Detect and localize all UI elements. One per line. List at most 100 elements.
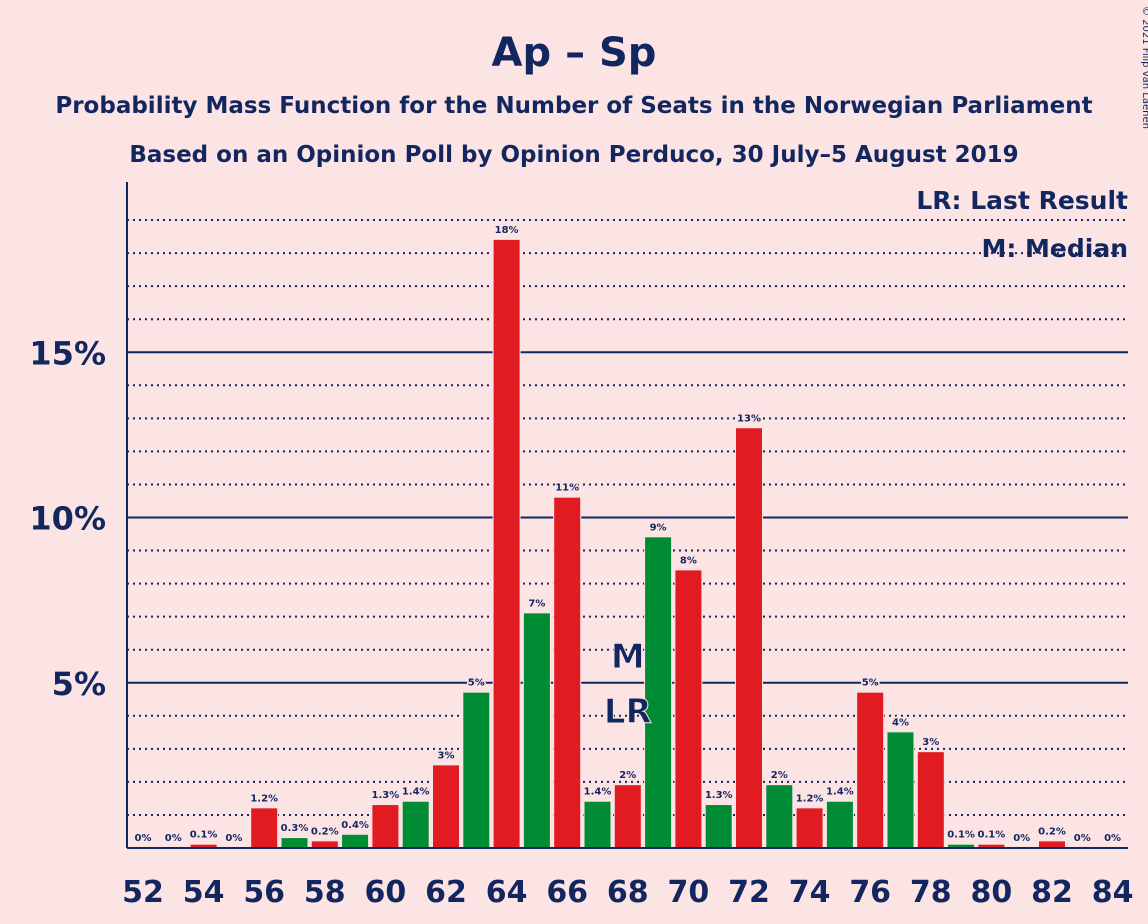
bar — [190, 844, 217, 848]
value-label: 13% — [737, 413, 761, 424]
value-label-halo: 2% — [619, 770, 636, 781]
legend-last-result: LR: Last Result — [916, 186, 1128, 215]
value-label-halo: 0% — [135, 833, 152, 844]
value-label: 1.3% — [372, 790, 400, 801]
value-label-halo: 4% — [892, 717, 909, 728]
value-label: 0.4% — [341, 820, 369, 831]
value-label-halo: 1.4% — [826, 787, 854, 798]
median-marker: M — [611, 637, 645, 677]
value-label-halo: 11% — [555, 483, 579, 494]
value-label-halo: 7% — [528, 598, 545, 609]
x-tick-label: 84 — [1092, 875, 1134, 910]
bar — [978, 844, 1005, 848]
bar — [584, 801, 611, 848]
value-label: 5% — [468, 678, 485, 689]
value-label: 18% — [495, 225, 519, 236]
x-tick-label: 62 — [425, 875, 467, 910]
bar — [857, 692, 884, 848]
value-label: 0% — [1013, 833, 1030, 844]
value-label-halo: 0% — [1104, 833, 1121, 844]
value-label: 1.4% — [826, 787, 854, 798]
bar — [675, 570, 702, 848]
x-tick-label: 64 — [486, 875, 528, 910]
value-label-halo: 13% — [737, 413, 761, 424]
value-label-halo: 18% — [495, 225, 519, 236]
y-tick-label: 15% — [29, 334, 106, 372]
x-tick-label: 66 — [546, 875, 588, 910]
value-label-halo: 1.3% — [705, 790, 733, 801]
bar — [887, 732, 914, 848]
value-label-halo: 0.4% — [341, 820, 369, 831]
copyright: © 2021 Filip van Laenen — [1140, 6, 1148, 129]
value-label-halo: 0.2% — [311, 826, 339, 837]
bar — [1039, 841, 1065, 848]
chart-subtitle-1: Probability Mass Function for the Number… — [55, 93, 1092, 119]
x-axis-ticks: 52 54 56 58 60 62 64 66 68 70 72 74 76 78 80 82 84 — [122, 875, 1133, 910]
value-label: 0% — [165, 833, 182, 844]
value-label-halo: 2% — [771, 770, 788, 781]
value-label: 3% — [922, 737, 939, 748]
value-label-halo: 1.2% — [250, 793, 278, 804]
y-tick-label: 10% — [29, 500, 106, 538]
last-result-marker: LR — [604, 692, 652, 732]
x-tick-label: 68 — [607, 875, 649, 910]
bar — [645, 537, 672, 848]
x-tick-label: 56 — [243, 875, 285, 910]
x-tick-label: 54 — [183, 875, 225, 910]
value-label-halo: 1.4% — [402, 787, 430, 798]
value-label: 0.2% — [311, 826, 339, 837]
value-label-halo: 1.3% — [372, 790, 400, 801]
value-label-halo: 8% — [680, 555, 697, 566]
value-label: 0% — [1104, 833, 1121, 844]
bar — [554, 497, 581, 848]
y-axis-ticks: 5% 10% 15% — [29, 334, 106, 703]
value-label: 11% — [555, 483, 579, 494]
value-label: 0.3% — [281, 823, 309, 834]
x-tick-label: 60 — [365, 875, 407, 910]
x-tick-label: 80 — [971, 875, 1013, 910]
bar — [493, 239, 520, 848]
value-label: 1.2% — [250, 793, 278, 804]
value-label-halo: 0.3% — [281, 823, 309, 834]
value-label-halo: 0.1% — [978, 830, 1006, 841]
value-label-halo: 1.4% — [584, 787, 612, 798]
value-label-halo: 1.2% — [796, 793, 824, 804]
bar — [523, 613, 550, 848]
legend-median: M: Median — [981, 234, 1128, 263]
value-label: 1.4% — [584, 787, 612, 798]
bar — [402, 801, 429, 848]
value-label: 1.4% — [402, 787, 430, 798]
x-tick-label: 70 — [668, 875, 710, 910]
x-tick-label: 72 — [728, 875, 770, 910]
value-label: 2% — [619, 770, 636, 781]
bar — [917, 752, 944, 848]
x-tick-label: 52 — [122, 875, 164, 910]
value-label: 0.2% — [1038, 826, 1066, 837]
value-labels: 0%0% 0%0% 0.1%0.1% 0%0%1.2%1.2%0.3%0.3% 0.2%… — [133, 223, 1123, 845]
value-label: 8% — [680, 555, 697, 566]
bar — [433, 765, 459, 848]
value-label-halo: 5% — [468, 678, 485, 689]
value-label: 1.3% — [705, 790, 733, 801]
value-label: 0% — [225, 833, 242, 844]
value-label-halo: 0.1% — [190, 830, 218, 841]
value-label: 4% — [892, 717, 909, 728]
value-label-halo: 0.2% — [1038, 826, 1066, 837]
bar — [311, 841, 338, 848]
bar — [826, 801, 853, 848]
bar — [281, 838, 308, 848]
bar — [463, 692, 490, 848]
bar — [372, 805, 399, 848]
value-label-halo: 0% — [165, 833, 182, 844]
x-tick-label: 76 — [849, 875, 891, 910]
y-tick-label: 5% — [52, 665, 106, 703]
bar — [766, 785, 793, 848]
value-label-halo: 0% — [1074, 833, 1091, 844]
value-label-halo: 9% — [650, 522, 667, 533]
value-label-halo: 0% — [225, 833, 242, 844]
bars — [189, 238, 1066, 848]
bar — [614, 785, 641, 848]
value-label-halo: 0% — [1013, 833, 1030, 844]
value-label-halo: 3% — [438, 750, 455, 761]
value-label-halo: 3% — [922, 737, 939, 748]
